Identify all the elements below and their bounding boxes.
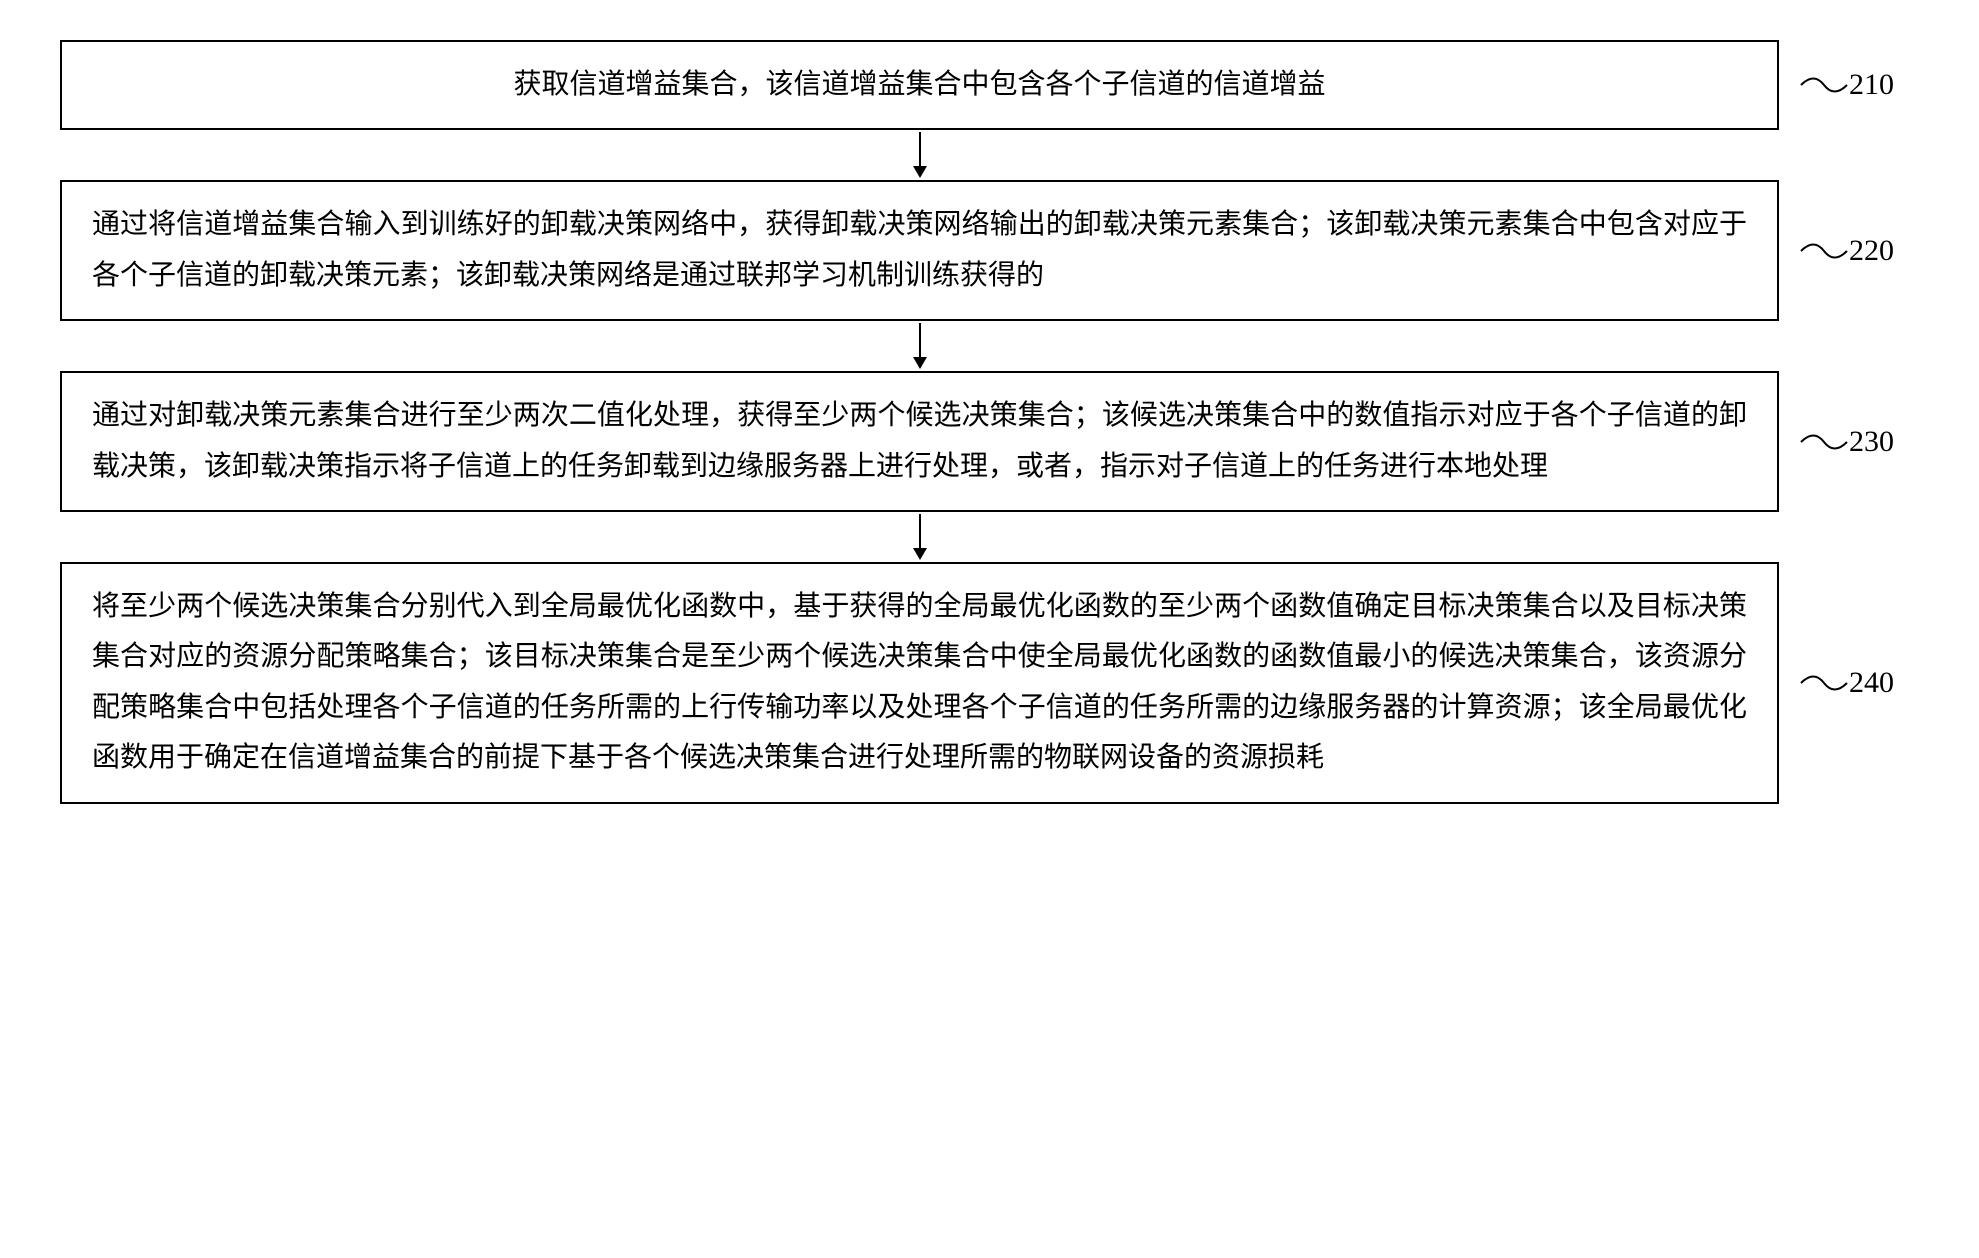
arrow-down-icon <box>905 130 935 180</box>
step-text: 将至少两个候选决策集合分别代入到全局最优化函数中，基于获得的全局最优化函数的至少… <box>92 591 1747 773</box>
connector-curve-icon <box>1799 668 1849 698</box>
flowchart-row: 获取信道增益集合，该信道增益集合中包含各个子信道的信道增益 210 <box>60 40 1919 130</box>
arrow-down-icon <box>905 321 935 371</box>
flowchart-row: 通过对卸载决策元素集合进行至少两次二值化处理，获得至少两个候选决策集合；该候选决… <box>60 371 1919 512</box>
flowchart-row: 将至少两个候选决策集合分别代入到全局最优化函数中，基于获得的全局最优化函数的至少… <box>60 562 1919 804</box>
flowchart-step-220: 通过将信道增益集合输入到训练好的卸载决策网络中，获得卸载决策网络输出的卸载决策元… <box>60 180 1779 321</box>
connector-curve-icon <box>1799 236 1849 266</box>
flowchart-container: 获取信道增益集合，该信道增益集合中包含各个子信道的信道增益 210 通过将信道增… <box>60 40 1919 804</box>
step-text: 通过将信道增益集合输入到训练好的卸载决策网络中，获得卸载决策网络输出的卸载决策元… <box>92 209 1747 290</box>
step-text: 获取信道增益集合，该信道增益集合中包含各个子信道的信道增益 <box>513 69 1325 100</box>
step-label: 220 <box>1849 234 1894 268</box>
flowchart-row: 通过将信道增益集合输入到训练好的卸载决策网络中，获得卸载决策网络输出的卸载决策元… <box>60 180 1919 321</box>
flowchart-step-230: 通过对卸载决策元素集合进行至少两次二值化处理，获得至少两个候选决策集合；该候选决… <box>60 371 1779 512</box>
connector-curve-icon <box>1799 70 1849 100</box>
label-container: 240 <box>1799 666 1919 700</box>
label-container: 220 <box>1799 234 1919 268</box>
arrow-container <box>60 321 1919 371</box>
arrow-container <box>60 130 1919 180</box>
step-label: 240 <box>1849 666 1894 700</box>
connector-curve-icon <box>1799 427 1849 457</box>
flowchart-step-240: 将至少两个候选决策集合分别代入到全局最优化函数中，基于获得的全局最优化函数的至少… <box>60 562 1779 804</box>
flowchart-step-210: 获取信道增益集合，该信道增益集合中包含各个子信道的信道增益 <box>60 40 1779 130</box>
step-label: 210 <box>1849 68 1894 102</box>
step-text: 通过对卸载决策元素集合进行至少两次二值化处理，获得至少两个候选决策集合；该候选决… <box>92 400 1747 481</box>
step-label: 230 <box>1849 425 1894 459</box>
arrow-container <box>60 512 1919 562</box>
arrow-down-icon <box>905 512 935 562</box>
label-container: 210 <box>1799 68 1919 102</box>
label-container: 230 <box>1799 425 1919 459</box>
